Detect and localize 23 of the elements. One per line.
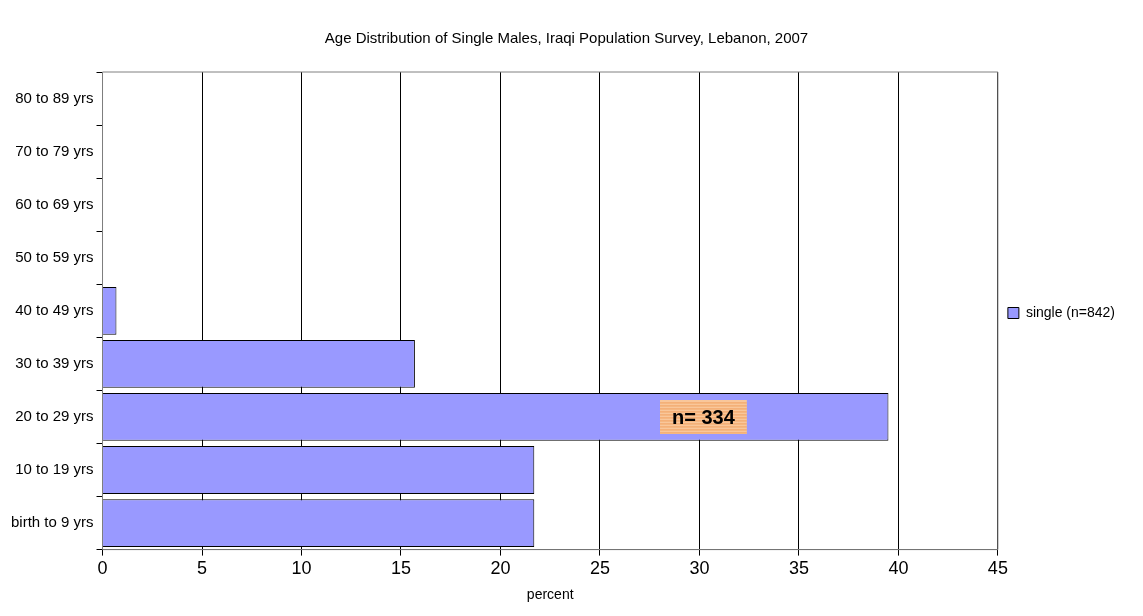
y-tick-label: 10 to 19 yrs bbox=[15, 460, 94, 478]
y-tick-label: 80 to 89 yrs bbox=[15, 88, 94, 106]
y-tick-label: 70 to 79 yrs bbox=[15, 141, 94, 159]
x-tick-label: 35 bbox=[788, 558, 809, 579]
y-tick-label: 20 to 29 yrs bbox=[15, 407, 94, 425]
x-tick-label: 45 bbox=[987, 558, 1008, 579]
annotation: n= 334 bbox=[672, 406, 736, 429]
y-tick-label: 60 to 69 yrs bbox=[15, 194, 94, 212]
legend-label: single (n=842) bbox=[1025, 303, 1116, 320]
x-tick-label: 15 bbox=[390, 558, 411, 579]
x-tick-label: 0 bbox=[97, 558, 108, 579]
x-tick-label: 25 bbox=[589, 558, 610, 579]
x-tick-label: 5 bbox=[197, 558, 208, 579]
x-axis-title: percent bbox=[526, 586, 574, 603]
x-tick-label: 40 bbox=[888, 558, 909, 579]
y-tick-label: 50 to 59 yrs bbox=[15, 247, 94, 265]
y-tick-label: 40 to 49 yrs bbox=[15, 300, 94, 318]
x-tick-label: 10 bbox=[291, 558, 312, 579]
x-tick-label: 20 bbox=[490, 558, 511, 579]
y-tick-label: 30 to 39 yrs bbox=[15, 354, 94, 372]
x-tick-label: 30 bbox=[689, 558, 710, 579]
y-tick-label: birth to 9 yrs bbox=[11, 513, 94, 531]
chart-title: Age Distribution of Single Males, Iraqi Population Survey, Lebanon, 2007 bbox=[324, 29, 809, 47]
